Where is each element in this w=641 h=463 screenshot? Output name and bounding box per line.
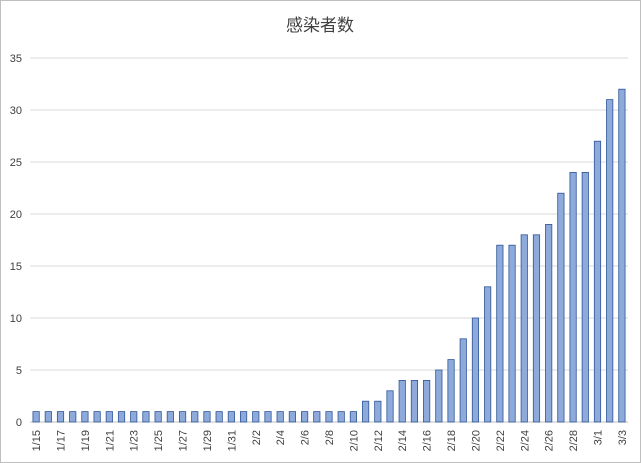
bar-2-21 xyxy=(484,286,492,423)
bar-3-3 xyxy=(618,88,626,423)
x-tick-label: 2/6 xyxy=(300,430,312,445)
bar-1-20 xyxy=(93,411,101,423)
y-tick-label: 0 xyxy=(16,417,22,429)
bar-3-1 xyxy=(593,140,602,423)
x-tick-label: 3/1 xyxy=(592,430,604,445)
x-tick-label: 2/28 xyxy=(568,430,580,451)
bar-2-9 xyxy=(337,411,345,423)
bar-2-28 xyxy=(569,171,577,423)
bar-2-6 xyxy=(301,411,309,423)
x-tick-label: 1/19 xyxy=(80,430,92,451)
x-tick-label: 1/21 xyxy=(104,430,116,451)
bar-2-23 xyxy=(508,244,516,423)
bar-2-5 xyxy=(288,411,296,423)
bar-2-29 xyxy=(581,171,589,423)
bar-2-17 xyxy=(435,369,443,423)
y-tick-label: 35 xyxy=(10,53,22,65)
x-tick-label: 2/24 xyxy=(519,430,531,451)
bar-2-25 xyxy=(532,234,541,423)
x-axis-ticks: 1/15 1/17 1/19 1/21 1/23 1/25 1/27 1/29 1/31 2/2 2… xyxy=(31,430,629,451)
bar-2-4 xyxy=(276,411,284,423)
x-tick-label: 2/14 xyxy=(397,430,409,451)
gridlines xyxy=(30,57,628,423)
bar-1-15 xyxy=(32,411,40,423)
bar-2-2 xyxy=(252,411,260,423)
y-axis-ticks: 0 5 10 15 20 25 30 35 xyxy=(10,53,22,429)
x-tick-label: 1/29 xyxy=(202,430,214,451)
x-tick-label: 1/17 xyxy=(56,430,68,451)
bar-1-19 xyxy=(81,411,89,423)
x-tick-label: 1/15 xyxy=(31,430,43,451)
bar-1-23 xyxy=(130,411,138,423)
bar-1-21 xyxy=(105,411,113,423)
bar-1-30 xyxy=(215,411,223,423)
bar-2-11 xyxy=(362,400,370,423)
x-tick-label: 2/12 xyxy=(373,430,385,451)
x-tick-label: 2/2 xyxy=(251,430,263,445)
x-tick-label: 2/8 xyxy=(324,430,336,445)
x-tick-label: 2/4 xyxy=(275,430,287,445)
x-tick-label: 1/27 xyxy=(178,430,190,451)
bar-2-26 xyxy=(545,223,553,423)
x-tick-label: 2/10 xyxy=(348,430,360,451)
bar-2-20 xyxy=(471,317,480,423)
bar-2-3 xyxy=(264,411,272,423)
bar-2-12 xyxy=(374,400,382,423)
x-tick-label: 2/20 xyxy=(470,430,482,451)
bar-2-22 xyxy=(496,244,504,423)
bar-2-27 xyxy=(557,192,565,423)
bar-1-17 xyxy=(56,411,65,423)
x-tick-label: 3/3 xyxy=(617,430,629,445)
bar-2-13 xyxy=(386,390,394,423)
bar-2-16 xyxy=(423,379,431,423)
bar-2-14 xyxy=(398,379,406,423)
bar-1-25 xyxy=(154,411,162,423)
bars xyxy=(32,88,626,423)
x-tick-label: 2/16 xyxy=(422,430,434,451)
bar-2-7 xyxy=(313,411,321,423)
x-tick-label: 2/26 xyxy=(544,430,556,451)
bar-3-2 xyxy=(606,99,614,423)
bar-1-24 xyxy=(142,411,150,423)
bar-2-18 xyxy=(447,359,455,423)
x-tick-label: 1/25 xyxy=(153,430,165,451)
bar-2-8 xyxy=(325,411,333,423)
bar-1-28 xyxy=(191,411,199,423)
bar-1-16 xyxy=(44,411,52,423)
bar-1-18 xyxy=(69,411,77,423)
y-tick-label: 30 xyxy=(10,105,22,117)
y-tick-label: 10 xyxy=(10,313,22,325)
bar-2-19 xyxy=(459,338,467,423)
chart-title: 感染者数 xyxy=(286,16,354,36)
bar-1-26 xyxy=(166,411,174,423)
bar-2-24 xyxy=(520,234,528,423)
x-tick-label: 2/22 xyxy=(495,430,507,451)
y-tick-label: 25 xyxy=(10,157,22,169)
x-tick-label: 2/18 xyxy=(446,430,458,451)
bar-2-1 xyxy=(239,411,248,423)
y-tick-label: 20 xyxy=(10,209,22,221)
bar-2-15 xyxy=(410,379,419,423)
y-tick-label: 15 xyxy=(10,261,22,273)
y-tick-label: 5 xyxy=(16,365,22,377)
bar-2-10 xyxy=(349,411,357,423)
x-tick-label: 1/31 xyxy=(226,430,238,451)
bar-1-22 xyxy=(117,411,126,423)
x-tick-label: 1/23 xyxy=(129,430,141,451)
bar-1-29 xyxy=(203,411,211,423)
bar-1-27 xyxy=(178,411,187,423)
bar-1-31 xyxy=(227,411,235,423)
